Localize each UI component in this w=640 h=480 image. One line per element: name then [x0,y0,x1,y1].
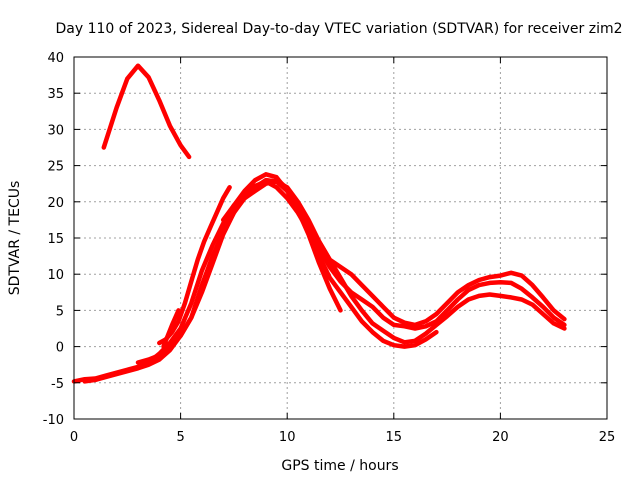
x-tick-label: 5 [176,430,184,445]
series-arc-4 [135,179,439,365]
series-arc-1 [101,63,192,160]
x-tick-label: 0 [70,430,78,445]
x-tick-label: 20 [492,430,509,445]
y-tick-label: 20 [47,196,64,211]
series-arc-6 [157,185,232,346]
y-tick-label: 40 [47,51,64,66]
y-tick-label: -5 [51,377,64,392]
x-tick-label: 25 [599,430,616,445]
y-tick-label: 15 [47,232,64,247]
y-tick-label: 5 [56,304,64,319]
series-layer [71,63,567,384]
y-tick-label: -10 [43,413,64,428]
series-arc-8 [274,176,567,331]
y-tick-label: 35 [47,87,64,102]
y-axis-label: SDTVAR / TECUs [7,181,23,296]
chart-title: Day 110 of 2023, Sidereal Day-to-day VTE… [56,21,623,37]
y-tick-label: 0 [56,341,64,356]
y-tick-label: 30 [47,123,64,138]
x-tick-label: 10 [279,430,296,445]
y-tick-label: 25 [47,160,64,175]
series-arc-7 [161,308,181,349]
x-tick-label: 15 [386,430,403,445]
x-axis-label: GPS time / hours [281,458,398,474]
y-tick-label: 10 [47,268,64,283]
grid [74,57,607,419]
ticks: 0 5 10 15 20 25 -10 -5 0 5 10 15 20 25 30 35 40 [43,51,616,445]
